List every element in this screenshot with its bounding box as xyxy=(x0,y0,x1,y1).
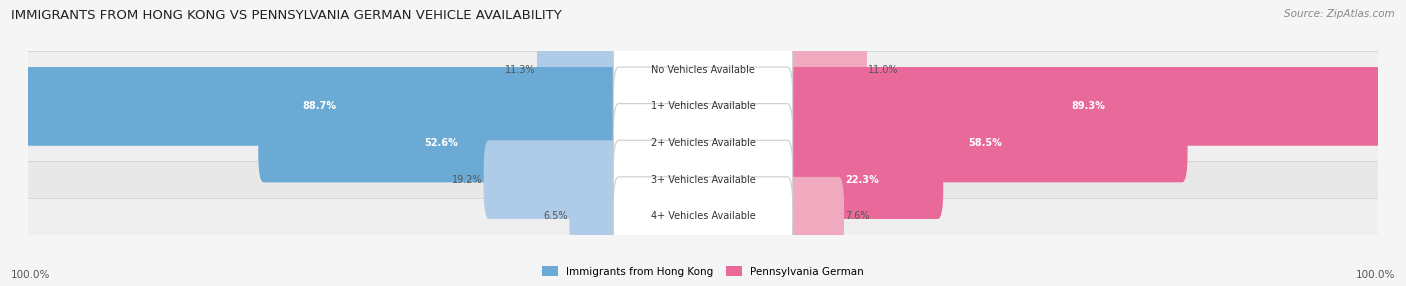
Text: Source: ZipAtlas.com: Source: ZipAtlas.com xyxy=(1284,9,1395,19)
Bar xyxy=(28,51,1378,88)
Text: No Vehicles Available: No Vehicles Available xyxy=(651,65,755,75)
Text: 100.0%: 100.0% xyxy=(1355,270,1395,280)
FancyBboxPatch shape xyxy=(537,30,624,109)
Text: 22.3%: 22.3% xyxy=(846,175,880,184)
FancyBboxPatch shape xyxy=(613,177,793,256)
FancyBboxPatch shape xyxy=(259,104,624,182)
FancyBboxPatch shape xyxy=(782,140,943,219)
Bar xyxy=(28,88,1378,125)
FancyBboxPatch shape xyxy=(484,140,624,219)
Text: 2+ Vehicles Available: 2+ Vehicles Available xyxy=(651,138,755,148)
FancyBboxPatch shape xyxy=(613,104,793,182)
Bar xyxy=(28,161,1378,198)
FancyBboxPatch shape xyxy=(14,67,624,146)
Text: 11.3%: 11.3% xyxy=(505,65,536,75)
FancyBboxPatch shape xyxy=(782,104,1188,182)
Text: 3+ Vehicles Available: 3+ Vehicles Available xyxy=(651,175,755,184)
Text: 88.7%: 88.7% xyxy=(302,102,336,111)
FancyBboxPatch shape xyxy=(782,67,1395,146)
Text: 7.6%: 7.6% xyxy=(845,211,870,221)
Text: 6.5%: 6.5% xyxy=(544,211,568,221)
Legend: Immigrants from Hong Kong, Pennsylvania German: Immigrants from Hong Kong, Pennsylvania … xyxy=(538,262,868,281)
Text: 52.6%: 52.6% xyxy=(425,138,458,148)
Bar xyxy=(28,125,1378,161)
FancyBboxPatch shape xyxy=(613,30,793,109)
Text: 4+ Vehicles Available: 4+ Vehicles Available xyxy=(651,211,755,221)
Text: 1+ Vehicles Available: 1+ Vehicles Available xyxy=(651,102,755,111)
FancyBboxPatch shape xyxy=(782,30,868,109)
FancyBboxPatch shape xyxy=(569,177,624,256)
Bar xyxy=(28,198,1378,235)
FancyBboxPatch shape xyxy=(613,67,793,146)
Text: 89.3%: 89.3% xyxy=(1071,102,1105,111)
FancyBboxPatch shape xyxy=(782,177,844,256)
Text: 100.0%: 100.0% xyxy=(11,270,51,280)
Text: IMMIGRANTS FROM HONG KONG VS PENNSYLVANIA GERMAN VEHICLE AVAILABILITY: IMMIGRANTS FROM HONG KONG VS PENNSYLVANI… xyxy=(11,9,562,21)
Text: 19.2%: 19.2% xyxy=(451,175,482,184)
FancyBboxPatch shape xyxy=(613,140,793,219)
Text: 11.0%: 11.0% xyxy=(869,65,898,75)
Text: 58.5%: 58.5% xyxy=(967,138,1001,148)
